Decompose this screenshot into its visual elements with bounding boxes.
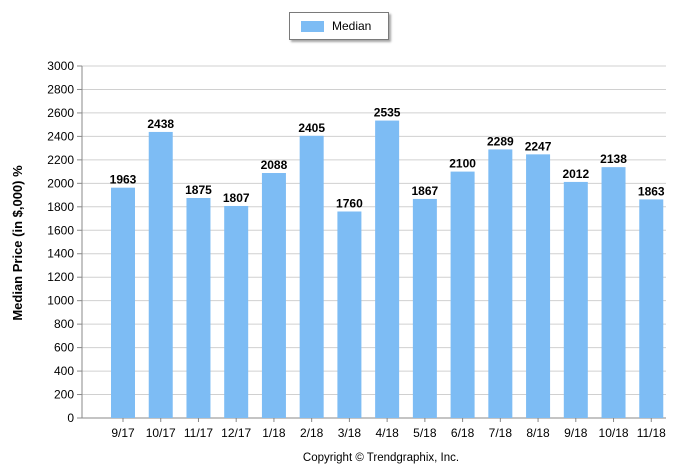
legend-swatch-median <box>301 20 324 32</box>
y-tick-label: 3000 <box>47 59 74 73</box>
bar-8-18 <box>526 154 551 419</box>
legend-label-median: Median <box>332 19 372 33</box>
x-tick-label: 7/18 <box>489 426 513 440</box>
bar-11-17 <box>186 198 211 418</box>
data-label: 1867 <box>412 184 439 198</box>
bar-11-18 <box>639 199 664 418</box>
x-tick-label: 9/18 <box>564 426 588 440</box>
data-label: 2088 <box>261 158 288 172</box>
x-tick-label: 10/17 <box>146 426 176 440</box>
data-label: 2405 <box>298 121 325 135</box>
legend: Median <box>289 12 389 40</box>
y-tick-label: 2600 <box>47 106 74 120</box>
y-tick-label: 1000 <box>47 294 74 308</box>
bar-12-17 <box>224 205 249 418</box>
data-labels: 1963 2438 1875 1807 2088 2405 1760 2535 1867 2100… <box>110 106 665 211</box>
y-tick-label: 1600 <box>47 223 74 237</box>
data-label: 2138 <box>600 152 627 166</box>
bar-9-17 <box>111 187 135 418</box>
bar-1-18 <box>261 173 286 418</box>
bar-4-18 <box>375 120 400 418</box>
data-label: 1807 <box>223 191 250 205</box>
x-tick-label: 4/18 <box>375 426 399 440</box>
data-label: 2247 <box>525 139 552 153</box>
x-tick-label: 1/18 <box>262 426 286 440</box>
data-label: 2535 <box>374 106 401 120</box>
y-tick-label: 2200 <box>47 153 74 167</box>
x-tick-label: 11/18 <box>637 426 666 440</box>
x-tick-label: 3/18 <box>338 426 362 440</box>
y-tick-label: 800 <box>54 317 74 331</box>
x-tick-label: 5/18 <box>413 426 437 440</box>
data-label: 1760 <box>336 196 363 210</box>
data-label: 1875 <box>185 183 212 197</box>
y-axis-title: Median Price (in $,000) % <box>10 165 25 321</box>
bar-9-18 <box>563 181 588 418</box>
data-label: 2438 <box>147 117 174 131</box>
y-tick-label: 200 <box>54 388 74 402</box>
bar-2-18 <box>299 135 324 418</box>
data-label: 1863 <box>638 184 665 198</box>
data-label: 2100 <box>449 157 476 171</box>
data-label: 1963 <box>110 173 137 187</box>
bar-10-17 <box>148 131 173 418</box>
bar-7-18 <box>488 149 513 418</box>
y-tick-label: 2400 <box>47 129 74 143</box>
y-tick-label: 1800 <box>47 200 74 214</box>
x-tick-label: 12/17 <box>221 426 251 440</box>
gridlines <box>82 65 666 419</box>
y-tick-label: 2000 <box>47 176 74 190</box>
bar-3-18 <box>337 211 362 418</box>
y-tick-label: 600 <box>54 341 74 355</box>
y-tick-label: 0 <box>67 411 74 425</box>
x-tick-label: 11/17 <box>184 426 213 440</box>
bar-5-18 <box>412 198 437 418</box>
bars <box>111 120 664 419</box>
bar-10-18 <box>601 167 626 418</box>
x-tick-label: 8/18 <box>526 426 550 440</box>
y-tick-label: 1400 <box>47 247 74 261</box>
x-tick-label: 9/17 <box>111 426 135 440</box>
y-tick-label: 2800 <box>47 82 74 96</box>
x-tick-label: 10/18 <box>599 426 629 440</box>
x-tick-label: 2/18 <box>300 426 324 440</box>
x-tick-label: 6/18 <box>451 426 475 440</box>
data-label: 2012 <box>562 167 589 181</box>
bar-6-18 <box>450 171 475 418</box>
y-tick-label: 400 <box>54 364 74 378</box>
copyright-footer: Copyright © Trendgraphix, Inc. <box>303 452 459 464</box>
tick-labels: 0 200 400 600 800 1000 1200 1400 1600 1800 2000 220… <box>47 59 666 440</box>
y-tick-label: 1200 <box>47 270 74 284</box>
data-label: 2289 <box>487 134 514 148</box>
